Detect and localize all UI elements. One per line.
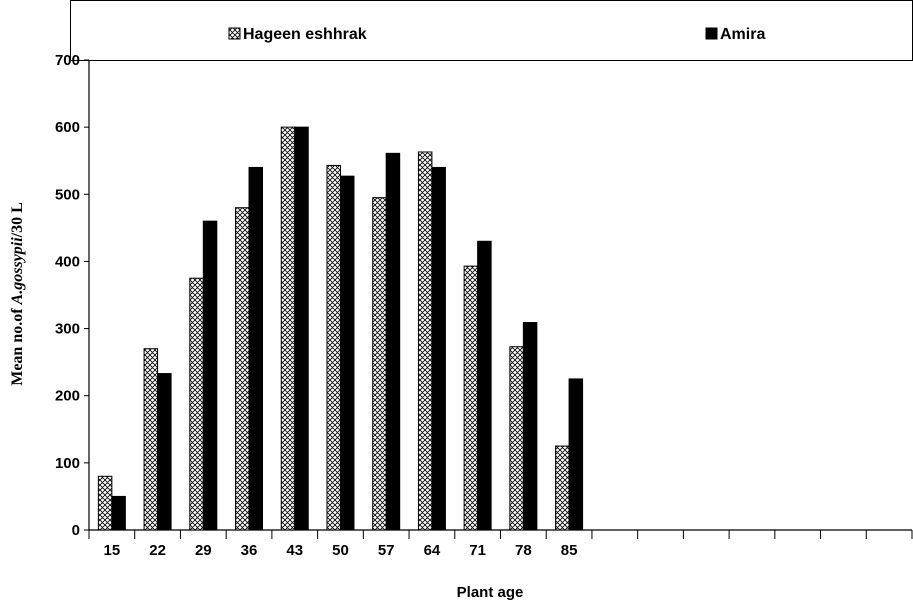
bar-hageen-eshhrak-15 [97,475,113,531]
x-tick-label: 64 [424,542,441,559]
x-tick-label: 36 [241,542,258,559]
x-axis-label: Plant age [457,584,524,601]
x-tick-label: 57 [378,542,395,559]
legend: Hageen eshhrak Amira [70,0,913,61]
bar-amira-22 [157,373,172,531]
y-tick-label: 200 [55,388,80,405]
bar-amira-78 [522,322,538,531]
x-tick-label: 15 [104,542,121,559]
bar-hageen-eshhrak-36 [235,207,250,531]
y-tick-label: 700 [55,52,80,69]
x-tick-label: 71 [469,542,486,559]
x-tick-label: 22 [149,542,166,559]
y-ticks: 0 100 200 300 400 500 600 700 [55,52,89,539]
y-tick-label: 500 [55,186,80,203]
x-tick-label: 29 [195,542,212,559]
bar-amira-15 [111,495,126,531]
legend-swatch-amira [705,27,718,40]
y-tick-label: 600 [55,119,80,136]
bar-hageen-eshhrak-22 [143,348,159,531]
bar-hageen-eshhrak-71 [463,265,479,531]
bars [97,126,584,531]
bar-amira-36 [248,166,264,531]
bar-amira-50 [339,175,355,531]
y-tick-label: 100 [55,455,80,472]
bar-hageen-eshhrak-57 [372,197,387,531]
x-tick-label: 50 [332,542,349,559]
y-tick-label: 400 [55,253,80,270]
x-tick-label: 78 [515,542,532,559]
x-tick-label: 43 [286,542,303,559]
bar-hageen-eshhrak-50 [326,164,341,531]
legend-label-amira: Amira [720,26,765,43]
y-tick-label: 0 [72,522,80,539]
bar-hageen-eshhrak-85 [555,445,570,531]
legend-swatch-hageen-eshhrak [228,27,241,40]
x-tick-label: 85 [561,542,578,559]
legend-box [70,0,913,61]
bar-hageen-eshhrak-29 [189,277,204,531]
bar-amira-29 [202,220,218,531]
bar-hageen-eshhrak-78 [509,346,524,531]
bar-amira-64 [431,166,446,531]
x-ticks: 15 22 29 36 43 50 57 64 71 78 85 [104,542,578,559]
axes [88,60,913,539]
bar-hageen-eshhrak-64 [417,151,433,531]
y-tick-label: 300 [55,321,80,338]
y-axis-label: Mean no.of A.gossypii/30 L [9,202,26,386]
legend-label-hageen-eshhrak: Hageen eshhrak [243,26,367,43]
bar-amira-85 [568,378,584,531]
bar-amira-57 [385,152,401,531]
bar-hageen-eshhrak-43 [280,126,296,531]
bar-amira-71 [477,240,492,531]
bar-amira-43 [294,126,309,531]
